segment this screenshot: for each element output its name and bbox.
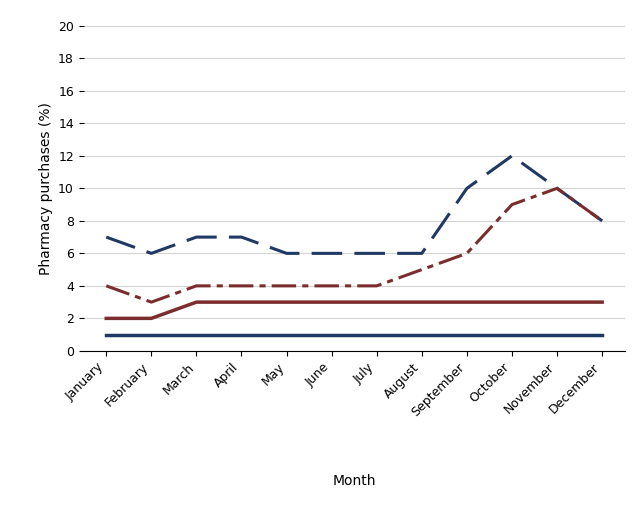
X-axis label: Month: Month bbox=[332, 474, 376, 488]
Y-axis label: Pharmacy purchases (%): Pharmacy purchases (%) bbox=[39, 102, 53, 275]
